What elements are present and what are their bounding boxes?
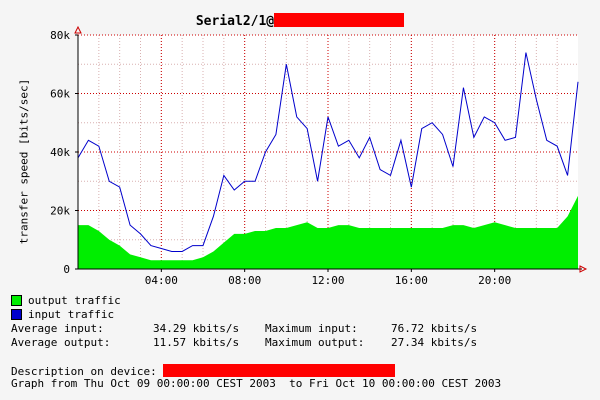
y-tick-label: 60k bbox=[50, 88, 70, 101]
x-tick-label: 08:00 bbox=[228, 274, 261, 287]
legend-input-label: input traffic bbox=[28, 308, 115, 321]
chart-title-text: Serial2/1@ bbox=[195, 14, 275, 29]
input-traffic-swatch bbox=[11, 309, 22, 320]
device-description: Description on device: bbox=[11, 364, 396, 378]
legend-output-label: output traffic bbox=[28, 294, 121, 307]
y-tick-labels: 0 20k 40k 60k 80k bbox=[50, 29, 78, 276]
avg-input-value: 34.29 kbits/s bbox=[153, 322, 240, 335]
y-axis-arrow bbox=[74, 25, 82, 34]
graph-range: Graph from Thu Oct 09 00:00:00 CEST 2003… bbox=[11, 377, 501, 390]
y-tick-label: 20k bbox=[50, 205, 70, 218]
x-tick-label: 04:00 bbox=[145, 274, 178, 287]
x-tick-label: 16:00 bbox=[395, 274, 428, 287]
avg-output-label: Average output: bbox=[11, 336, 111, 349]
avg-input-label: Average input: bbox=[11, 322, 104, 335]
output-traffic-area bbox=[78, 195, 578, 269]
chart-title: Serial2/1@ bbox=[0, 10, 600, 29]
input-traffic-line bbox=[77, 52, 579, 252]
output-traffic-swatch bbox=[11, 295, 22, 306]
avg-output-value: 11.57 kbits/s bbox=[153, 336, 240, 349]
description-redaction-bar bbox=[163, 364, 396, 377]
max-input-value: 76.72 kbits/s bbox=[391, 322, 478, 335]
max-output-label: Maximum output: bbox=[265, 336, 365, 349]
y-tick-label: 0 bbox=[63, 263, 70, 276]
x-tick-label: 20:00 bbox=[478, 274, 511, 287]
max-input-label: Maximum input: bbox=[265, 322, 358, 335]
x-tick-labels: 04:00 08:00 12:00 16:00 20:00 bbox=[145, 269, 511, 287]
title-redaction-bar bbox=[274, 13, 405, 27]
description-label: Description on device: bbox=[11, 365, 157, 378]
stats-input-row: Average input: 34.29 kbits/s Maximum input… bbox=[11, 322, 477, 335]
y-tick-label: 40k bbox=[50, 146, 70, 159]
stats-output-row: Average output: 11.57 kbits/s Maximum outp… bbox=[11, 336, 477, 349]
legend-output: output traffic bbox=[11, 294, 121, 307]
traffic-chart: 0 20k 40k 60k 80k 04:00 08:00 12:00 16:00 20:00 bbox=[50, 25, 588, 287]
legend-input: input traffic bbox=[11, 308, 114, 321]
graph-range-text: Graph from Thu Oct 09 00:00:00 CEST 2003… bbox=[11, 377, 502, 390]
y-tick-label: 80k bbox=[50, 29, 70, 42]
x-tick-label: 12:00 bbox=[311, 274, 344, 287]
max-output-value: 27.34 kbits/s bbox=[391, 336, 478, 349]
x-axis-arrow bbox=[579, 265, 588, 273]
